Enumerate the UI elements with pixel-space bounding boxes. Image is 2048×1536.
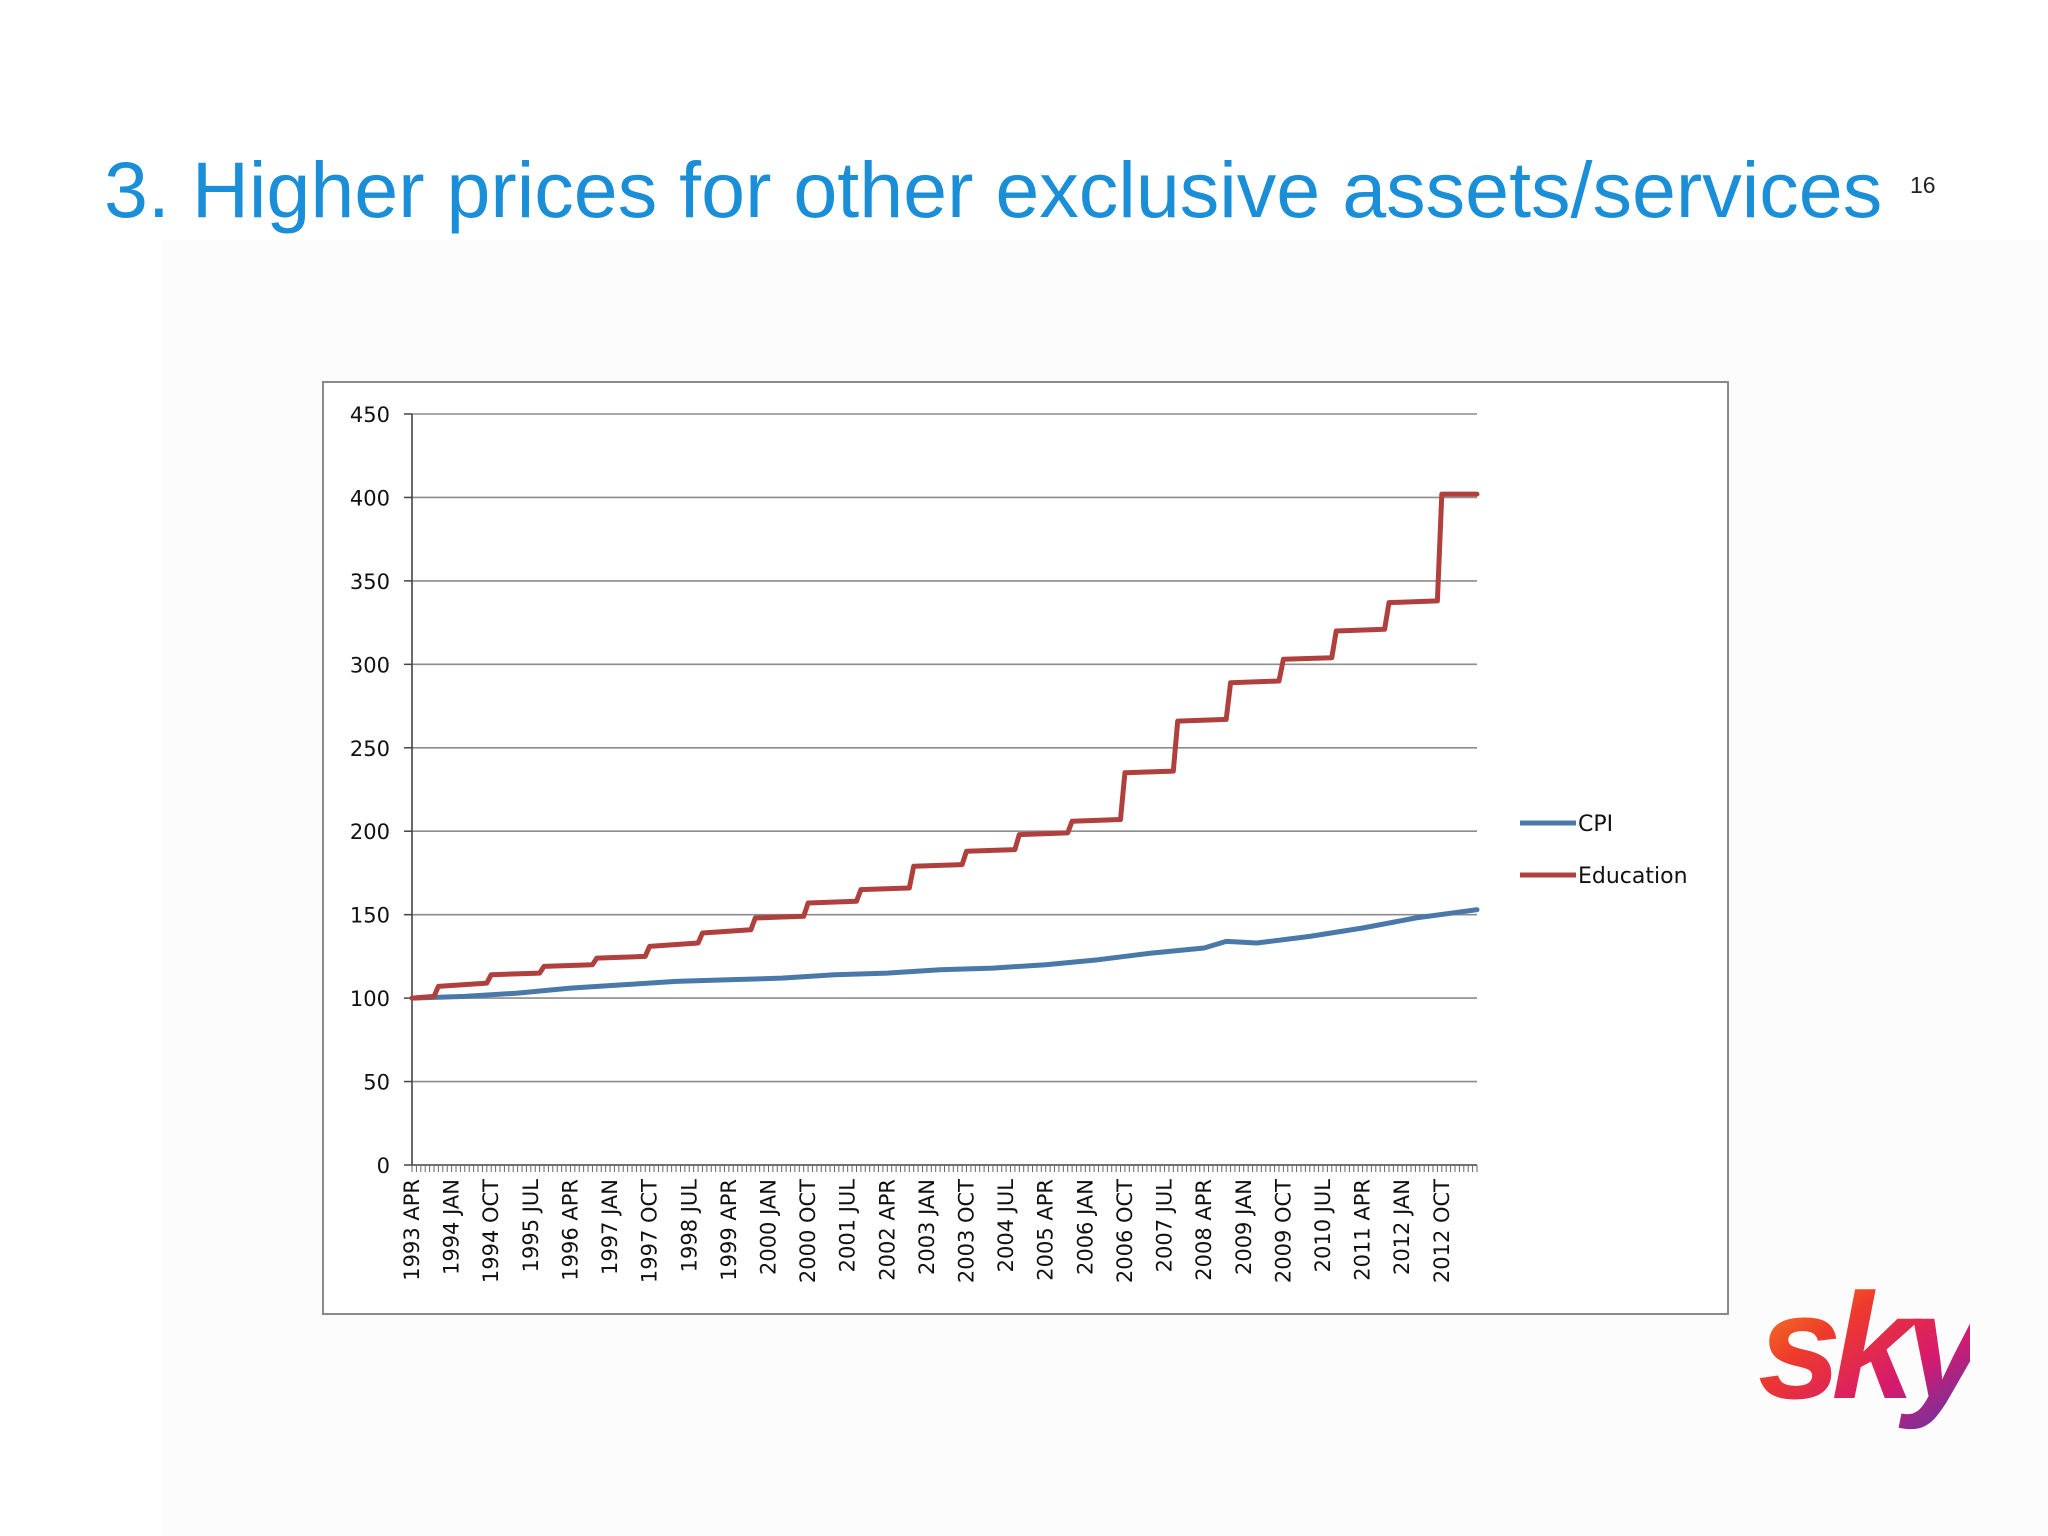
slide-title: 3. Higher prices for other exclusive ass… [104, 145, 1883, 234]
slide-number: 16 [1910, 172, 1936, 198]
x-tick-label: 2009 OCT [1271, 1179, 1295, 1283]
x-tick-label: 2002 APR [875, 1179, 899, 1281]
y-tick-label: 200 [350, 820, 390, 844]
y-tick-label: 0 [377, 1154, 390, 1178]
line-chart: 0 50 100 150 200 250 300 350 400 450 1993 APR 1994 … [350, 403, 1688, 1283]
x-tick-label: 1996 APR [558, 1179, 582, 1281]
x-tick-label: 2008 APR [1192, 1179, 1216, 1281]
x-tick-label: 1995 JUL [519, 1179, 543, 1273]
sky-logo: sky [1758, 1270, 1970, 1430]
x-tick-label: 2000 OCT [796, 1179, 820, 1283]
x-tick-label: 2003 JAN [915, 1179, 939, 1275]
legend: CPI Education [1520, 812, 1688, 889]
legend-label-cpi: CPI [1578, 812, 1613, 837]
x-tick-label: 1998 JUL [677, 1179, 701, 1273]
y-tick-label: 350 [350, 570, 390, 594]
legend-label-education: Education [1578, 864, 1688, 889]
x-tick-label: 2007 JUL [1153, 1179, 1177, 1273]
x-tick-label: 1997 OCT [638, 1179, 662, 1283]
x-tick-label: 1994 JAN [440, 1179, 464, 1275]
x-tick-label: 2003 OCT [955, 1179, 979, 1283]
y-tick-label: 250 [350, 737, 390, 761]
y-tick-label: 300 [350, 653, 390, 677]
x-tick-label: 2009 JAN [1232, 1179, 1256, 1275]
x-tick-label: 1994 OCT [479, 1179, 503, 1283]
series-line-cpi [409, 907, 1480, 1001]
x-tick-label: 1997 JAN [598, 1179, 622, 1275]
x-tick-label: 2012 OCT [1430, 1179, 1454, 1283]
y-tick-label: 400 [350, 486, 390, 510]
y-tick-label: 150 [350, 904, 390, 928]
x-tick-label: 2005 APR [1034, 1179, 1058, 1281]
x-tick-label: 2012 JAN [1390, 1179, 1414, 1275]
chart-frame: 0 50 100 150 200 250 300 350 400 450 1993 APR 1994 … [322, 381, 1729, 1315]
y-tick-label: 50 [363, 1071, 390, 1095]
y-tick-label: 450 [350, 403, 390, 427]
x-tick-label: 2004 JUL [994, 1179, 1018, 1273]
x-tick-label: 1993 APR [400, 1179, 424, 1281]
x-tick-label: 2000 JAN [756, 1179, 780, 1275]
x-tick-label: 2011 APR [1351, 1179, 1375, 1281]
x-tick-label: 2001 JUL [836, 1179, 860, 1273]
x-tick-label: 2006 OCT [1113, 1179, 1137, 1283]
x-tick-label: 2010 JUL [1311, 1179, 1335, 1273]
y-tick-label: 100 [350, 987, 390, 1011]
svg-text:sky: sky [1758, 1270, 1970, 1430]
series-line-education [409, 491, 1480, 1001]
x-tick-label: 2006 JAN [1073, 1179, 1097, 1275]
x-tick-label: 1999 APR [717, 1179, 741, 1281]
